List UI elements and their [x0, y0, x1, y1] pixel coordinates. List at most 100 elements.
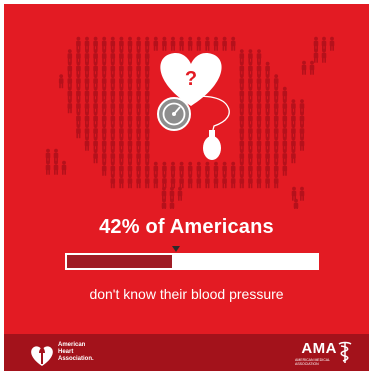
- person-icon: [179, 174, 184, 189]
- person-icon: [67, 61, 73, 76]
- person-icon: [136, 74, 141, 89]
- person-icon: [248, 174, 253, 189]
- person-icon: [239, 149, 245, 164]
- person-icon: [110, 124, 116, 139]
- people-map-icon: ?: [45, 36, 335, 209]
- person-icon: [256, 61, 262, 76]
- person-icon: [127, 149, 133, 164]
- person-icon: [273, 99, 279, 114]
- person-icon: [162, 161, 167, 176]
- person-icon: [239, 161, 245, 176]
- person-icon: [110, 174, 116, 189]
- person-icon: [273, 149, 279, 164]
- person-icon: [67, 49, 73, 64]
- person-icon: [187, 36, 193, 51]
- person-icon: [282, 124, 288, 139]
- person-icon: [84, 49, 90, 64]
- person-icon: [248, 136, 253, 151]
- person-icon: [329, 36, 335, 51]
- person-icon: [93, 36, 98, 51]
- headline: 42% of Americans: [99, 216, 274, 238]
- person-icon: [313, 36, 319, 51]
- person-icon: [273, 124, 279, 139]
- person-icon: [301, 60, 307, 75]
- person-icon: [76, 61, 81, 76]
- person-icon: [136, 111, 141, 126]
- person-icon: [230, 174, 236, 189]
- person-icon: [265, 61, 270, 76]
- person-icon: [101, 61, 107, 76]
- progress-bar-fill: [67, 255, 172, 268]
- person-icon: [93, 149, 98, 164]
- person-icon: [84, 86, 90, 101]
- person-icon: [101, 99, 107, 114]
- person-icon: [222, 36, 227, 51]
- person-icon: [282, 99, 288, 114]
- person-icon: [248, 149, 253, 164]
- person-icon: [136, 136, 141, 151]
- person-icon: [127, 86, 133, 101]
- person-icon: [93, 136, 98, 151]
- ama-wordmark: AMA: [301, 340, 337, 357]
- person-icon: [162, 36, 167, 51]
- person-icon: [127, 124, 133, 139]
- person-icon: [119, 74, 124, 89]
- person-icon: [239, 136, 245, 151]
- person-icon: [67, 86, 73, 101]
- person-icon: [119, 124, 124, 139]
- person-icon: [144, 161, 150, 176]
- person-icon: [230, 36, 236, 51]
- person-icon: [93, 61, 98, 76]
- bar-marker: [172, 246, 180, 252]
- subline: don't know their blood pressure: [89, 286, 284, 302]
- person-icon: [265, 136, 270, 151]
- person-icon: [119, 49, 124, 64]
- person-icon: [110, 74, 116, 89]
- person-icon: [119, 36, 124, 51]
- person-icon: [127, 174, 133, 189]
- person-icon: [299, 186, 305, 201]
- person-icon: [119, 161, 124, 176]
- person-icon: [248, 124, 253, 139]
- person-icon: [136, 36, 141, 51]
- person-icon: [248, 111, 253, 126]
- person-icon: [144, 136, 150, 151]
- person-icon: [110, 149, 116, 164]
- person-icon: [110, 36, 116, 51]
- person-icon: [127, 136, 133, 151]
- person-icon: [53, 160, 59, 175]
- person-icon: [313, 48, 319, 63]
- person-icon: [222, 161, 227, 176]
- person-icon: [153, 36, 159, 51]
- person-icon: [153, 161, 159, 176]
- person-icon: [169, 186, 175, 201]
- person-icon: [299, 124, 305, 139]
- person-icon: [101, 36, 107, 51]
- person-icon: [127, 49, 133, 64]
- person-icon: [256, 111, 262, 126]
- person-icon: [239, 111, 245, 126]
- person-icon: [265, 74, 270, 89]
- person-icon: [110, 49, 116, 64]
- person-icon: [248, 86, 253, 101]
- person-icon: [136, 174, 141, 189]
- person-icon: [101, 49, 107, 64]
- person-icon: [205, 174, 210, 189]
- person-icon: [293, 198, 299, 209]
- person-icon: [265, 149, 270, 164]
- person-icon: [67, 74, 73, 89]
- person-icon: [53, 148, 59, 163]
- person-icon: [144, 74, 150, 89]
- person-icon: [153, 174, 159, 189]
- person-icon: [136, 86, 141, 101]
- person-icon: [76, 36, 81, 51]
- person-icon: [256, 149, 262, 164]
- person-icon: [84, 74, 90, 89]
- person-icon: [76, 49, 81, 64]
- person-icon: [273, 136, 279, 151]
- person-icon: [144, 174, 150, 189]
- footer: American Heart Association. AMA AMERICAN…: [4, 334, 369, 371]
- aha-wordmark: American Heart Association.: [58, 342, 94, 362]
- person-icon: [84, 111, 90, 126]
- person-icon: [101, 74, 107, 89]
